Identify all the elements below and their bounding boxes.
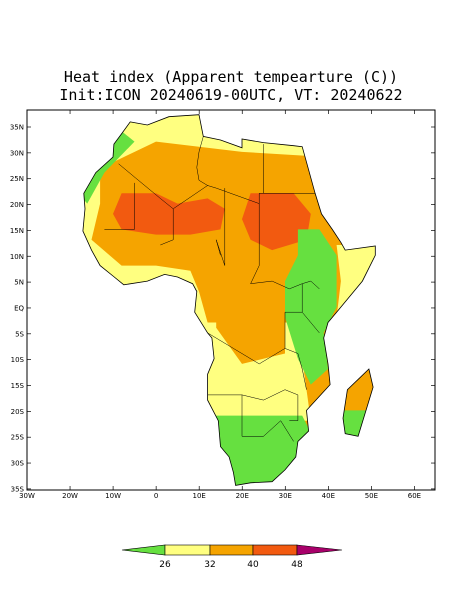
title-line-2: Init:ICON 20240619-00UTC, VT: 20240622: [59, 86, 402, 104]
coastline: [82, 114, 376, 486]
y-tick-label: 30N: [10, 149, 24, 157]
country-border: [160, 208, 174, 246]
map-frame: [26, 109, 436, 491]
y-tick-label: EQ: [14, 304, 24, 312]
y-tick-label: 15N: [10, 227, 24, 235]
y-tick-label: 35S: [11, 485, 25, 493]
country-border: [241, 394, 294, 442]
heat-region: [82, 131, 135, 204]
colorbar: 26 32 40 48: [121, 544, 343, 570]
x-tick-label: 40E: [322, 492, 335, 500]
y-tick-label: 25S: [11, 434, 25, 442]
y-tick-label: 20N: [10, 201, 24, 209]
country-border: [284, 348, 307, 390]
x-tick-label: 10W: [105, 492, 121, 500]
x-tick-label: 20W: [62, 492, 78, 500]
y-tick-label: 5N: [14, 279, 24, 287]
x-tick-label: 20E: [236, 492, 249, 500]
colorbar-label: 32: [204, 560, 215, 570]
heat-region: [267, 379, 303, 411]
colorbar-label: 48: [291, 560, 303, 570]
y-tick-label: 25N: [10, 175, 24, 183]
country-border: [250, 203, 320, 290]
y-tick-label: 5S: [15, 330, 24, 338]
colorbar-segment: [209, 544, 254, 556]
country-border: [215, 188, 226, 266]
y-tick-label: 35N: [10, 124, 24, 132]
title-line-1: Heat index (Apparent tempearture (C)): [64, 68, 398, 86]
y-tick-label: 20S: [11, 408, 25, 416]
colorbar-low-triangle: [121, 544, 166, 556]
country-border: [104, 182, 135, 230]
country-border: [302, 312, 320, 334]
y-tick-label: 10N: [10, 253, 24, 261]
y-tick-label: 10S: [11, 356, 25, 364]
y-tick-label: 15S: [11, 382, 25, 390]
x-tick-label: 30W: [19, 492, 35, 500]
x-tick-label: 50E: [365, 492, 378, 500]
country-border: [118, 144, 264, 210]
colorbar-high-triangle: [296, 544, 343, 556]
country-border: [196, 136, 208, 186]
x-tick-label: 0: [154, 492, 158, 500]
heat-region: [216, 286, 285, 364]
colorbar-segment: [164, 544, 211, 556]
y-tick-label: 30S: [11, 460, 25, 468]
tick-layer: 35N 30N 25N 20N 15N 10N 5N EQ 5S 10S 15S 20S 25S 30S 3…: [10, 110, 435, 500]
x-tick-label: 10E: [193, 492, 206, 500]
heat-region: [285, 229, 337, 385]
colorbar-label: 40: [247, 560, 259, 570]
colorbar-label: 26: [159, 560, 171, 570]
x-tick-label: 30E: [279, 492, 292, 500]
colorbar-segment: [252, 544, 298, 556]
x-tick-label: 60E: [408, 492, 421, 500]
heat-region: [113, 193, 225, 235]
